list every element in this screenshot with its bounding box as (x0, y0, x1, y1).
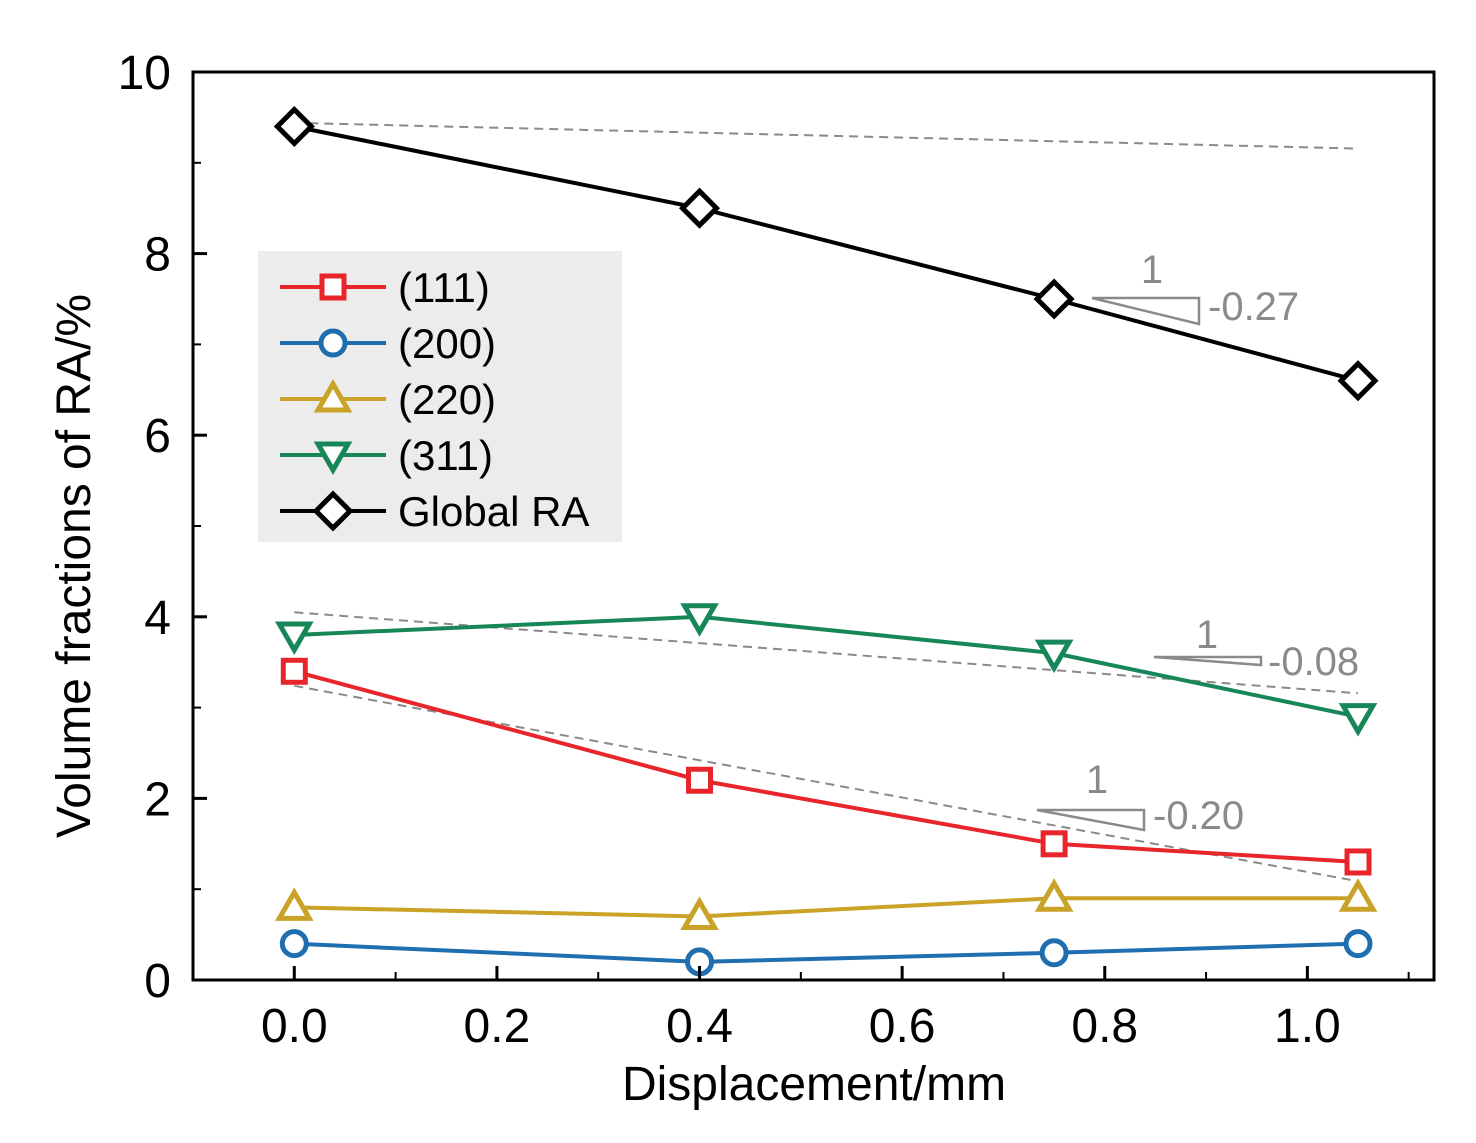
slope-annotation-111: 1 -0.20 (1036, 758, 1244, 838)
data-point-220 (680, 896, 719, 930)
x-tick-label: 0.6 (869, 1000, 936, 1053)
legend-label: Global RA (398, 488, 589, 535)
slope-annotation-311: 1 -0.08 (1153, 613, 1359, 684)
legend-item-global-ra: Global RA (280, 488, 589, 535)
series-line-global-ra (293, 124, 1359, 383)
data-point-200 (1039, 938, 1069, 968)
x-axis-title: Displacement/mm (622, 1058, 1006, 1111)
data-point-111 (1344, 848, 1372, 876)
data-point-111 (686, 766, 714, 794)
fit-line-global-ra (294, 121, 1359, 150)
x-tick-label: 0.8 (1071, 1000, 1138, 1053)
series-line-200 (294, 941, 1359, 964)
series-line-311 (294, 614, 1359, 719)
series-220 (274, 878, 1378, 930)
series-200 (279, 929, 1373, 977)
legend-marker (319, 273, 347, 301)
legend-marker (313, 378, 353, 413)
data-point-220 (274, 887, 314, 921)
slope-rise-111: -0.20 (1153, 794, 1244, 838)
legend-item-311: (311) (280, 432, 493, 479)
series-311 (274, 603, 1378, 737)
data-point-200 (1343, 929, 1373, 959)
slope-triangle-111 (1036, 808, 1146, 832)
series-line-220 (294, 896, 1359, 919)
legend-item-220: (220) (280, 376, 496, 423)
legend-marker (313, 441, 353, 476)
legend-label: (111) (398, 264, 490, 311)
data-point-111 (1040, 830, 1068, 858)
data-point-220 (1338, 878, 1378, 912)
data-series (273, 105, 1379, 977)
y-tick-label: 2 (144, 773, 171, 826)
data-point-global-ra (1033, 278, 1075, 320)
slope-run-111: 1 (1086, 758, 1108, 802)
x-tick-label: 0.2 (464, 1000, 531, 1053)
y-tick-label: 6 (144, 410, 171, 463)
data-point-global-ra (273, 105, 315, 148)
data-point-311 (274, 621, 314, 655)
legend-label: (200) (398, 320, 496, 367)
legend-box (258, 251, 622, 542)
slope-rise-311: -0.08 (1268, 640, 1359, 684)
y-axis-title: Volume fractions of RA/% (48, 294, 101, 838)
data-point-111 (280, 657, 308, 685)
legend-item-111: (111) (280, 264, 490, 311)
x-tick-label: 0.4 (666, 1000, 733, 1053)
y-tick-label: 0 (144, 955, 171, 1008)
slope-run-311: 1 (1196, 613, 1218, 657)
legend-item-200: (200) (280, 320, 496, 367)
series-line-111 (293, 669, 1359, 864)
legend-marker (318, 328, 348, 358)
data-point-global-ra (1337, 360, 1379, 402)
data-point-311 (1034, 639, 1074, 674)
data-point-global-ra (678, 187, 721, 229)
y-tick-label: 10 (118, 47, 171, 100)
slope-run-global: 1 (1141, 248, 1163, 292)
axis-ticks: 0.0 0.2 0.4 0.6 0.8 1.0 0 2 4 6 8 10 (118, 47, 1410, 1053)
y-tick-label: 8 (144, 229, 171, 282)
data-point-311 (680, 603, 719, 637)
data-point-220 (1034, 878, 1074, 912)
slope-triangle-311 (1153, 655, 1263, 667)
series-global-ra (273, 105, 1379, 402)
slope-triangle-global (1091, 296, 1201, 326)
legend-marker (312, 490, 354, 532)
slope-annotation-global: 1 -0.27 (1091, 248, 1299, 329)
legend-label: (311) (398, 432, 493, 479)
series-111 (280, 657, 1372, 876)
slope-rise-global: -0.27 (1208, 285, 1299, 329)
x-tick-label: 1.0 (1274, 1000, 1341, 1053)
x-tick-label: 0.0 (261, 1000, 328, 1053)
y-tick-label: 4 (144, 592, 171, 645)
data-point-200 (279, 929, 309, 959)
data-point-311 (1338, 703, 1378, 737)
legend: (111) (200) (220) (311) Global RA (258, 251, 622, 542)
legend-label: (220) (398, 376, 496, 423)
